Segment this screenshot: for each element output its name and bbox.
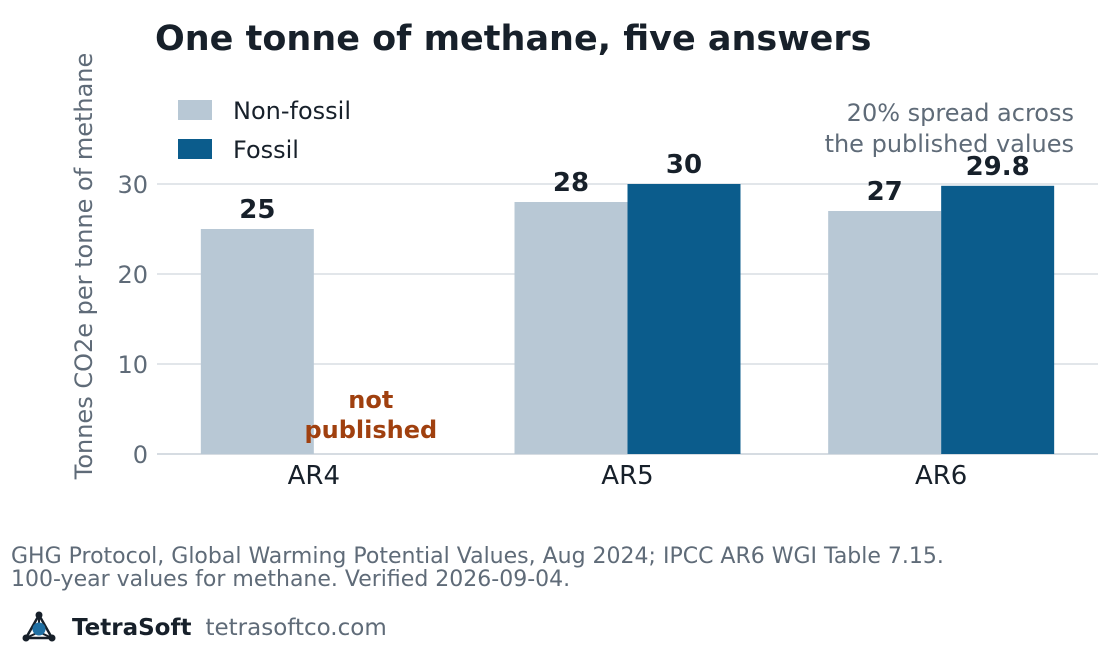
value-label-ar4-non-fossil: 25: [239, 195, 275, 225]
spread-annotation: 20% spread across the published values: [825, 99, 1074, 158]
brand-name: TetraSoft: [72, 615, 192, 641]
value-label-ar6-fossil: 29.8: [966, 152, 1030, 182]
source-note: GHG Protocol, Global Warming Potential V…: [11, 544, 944, 592]
x-tick-ar4: AR4: [288, 461, 340, 491]
not-published-annotation: not published: [304, 386, 437, 444]
y-tick-labels: 0 10 20 30: [117, 171, 148, 469]
x-tick-labels: AR4 AR5 AR6: [288, 461, 968, 491]
bar-ar6-fossil: [941, 185, 1055, 455]
brand-footer: TetraSoft tetrasoftco.com: [22, 610, 387, 646]
bars: [200, 184, 1055, 455]
bar-ar5-non-fossil: [514, 202, 628, 454]
y-tick-10: 10: [117, 351, 148, 379]
chart-title: One tonne of methane, five answers: [155, 19, 871, 59]
x-tick-ar6: AR6: [915, 461, 967, 491]
y-axis-label: Tonnes CO2e per tonne of methane: [70, 53, 98, 481]
value-label-ar6-non-fossil: 27: [867, 177, 903, 207]
y-tick-20: 20: [117, 261, 148, 289]
y-tick-0: 0: [133, 441, 148, 469]
legend-label-fossil: Fossil: [233, 136, 299, 164]
bar-ar6-non-fossil: [828, 211, 942, 454]
x-tick-ar5: AR5: [601, 461, 653, 491]
legend-swatch-fossil: [178, 139, 212, 159]
y-tick-30: 30: [117, 171, 148, 199]
legend: Non-fossil Fossil: [178, 97, 351, 164]
legend-label-non-fossil: Non-fossil: [233, 97, 351, 125]
chart: One tonne of methane, five answers Tonne…: [70, 19, 1098, 491]
bar-ar4-non-fossil: [200, 229, 314, 454]
value-label-ar5-fossil: 30: [666, 150, 702, 180]
legend-swatch-non-fossil: [178, 100, 212, 120]
value-label-ar5-non-fossil: 28: [553, 168, 589, 198]
value-labels: 25 28 30 27 29.8: [239, 150, 1030, 225]
bar-ar5-fossil: [627, 184, 741, 454]
brand-site-link[interactable]: tetrasoftco.com: [205, 615, 387, 641]
tetrahedron-logo-icon: [22, 611, 56, 642]
